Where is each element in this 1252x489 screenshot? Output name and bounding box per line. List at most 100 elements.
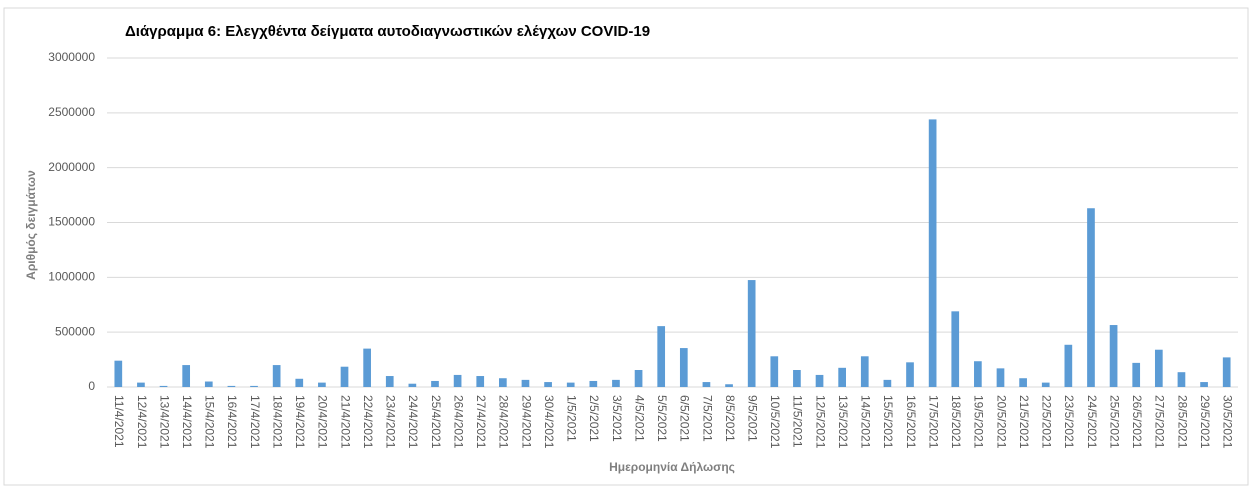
- bar: [227, 385, 236, 387]
- bar: [679, 348, 688, 387]
- bar: [318, 382, 326, 387]
- y-tick-label: 3000000: [48, 50, 95, 64]
- x-tick-label: 28/4/2021: [497, 395, 511, 449]
- bar: [1132, 362, 1141, 387]
- y-tick-label: 2500000: [48, 105, 95, 119]
- x-tick-label: 9/5/2021: [745, 395, 759, 442]
- bar: [793, 370, 801, 387]
- bar: [159, 385, 168, 387]
- bar: [476, 376, 485, 387]
- x-tick-label: 19/4/2021: [293, 395, 307, 449]
- bar: [204, 381, 213, 387]
- y-tick-label: 500000: [55, 324, 95, 338]
- y-tick-label: 1500000: [48, 215, 95, 229]
- bar: [1177, 372, 1186, 387]
- bar: [589, 380, 598, 387]
- x-tick-label: 16/5/2021: [904, 395, 918, 449]
- bar: [883, 379, 892, 387]
- bar: [974, 361, 982, 387]
- x-tick-label: 2/5/2021: [587, 395, 601, 442]
- x-tick-label: 11/5/2021: [791, 395, 805, 448]
- bar: [182, 365, 191, 387]
- x-tick-label: 27/5/2021: [1153, 395, 1167, 449]
- y-tick-label: 0: [88, 379, 95, 393]
- bar: [1019, 378, 1027, 387]
- x-tick-label: 26/4/2021: [451, 395, 465, 449]
- bar: [431, 380, 439, 387]
- x-tick-label: 5/5/2021: [655, 395, 669, 442]
- bar: [860, 356, 869, 387]
- x-tick-label: 13/4/2021: [157, 395, 171, 449]
- bar: [996, 368, 1005, 387]
- bar: [453, 374, 462, 387]
- bar: [1200, 382, 1208, 387]
- bar: [408, 383, 417, 387]
- x-tick-label: 12/5/2021: [813, 395, 827, 449]
- bar: [1087, 208, 1095, 387]
- x-tick-label: 14/5/2021: [859, 395, 873, 449]
- x-tick-label: 28/5/2021: [1175, 395, 1189, 449]
- bar: [1109, 325, 1118, 387]
- y-tick-label: 2000000: [48, 160, 95, 174]
- bar: [1064, 344, 1073, 387]
- bar: [272, 365, 281, 387]
- bar: [363, 348, 371, 387]
- bar: [340, 366, 349, 387]
- bar: [634, 370, 643, 387]
- x-tick-label: 26/5/2021: [1130, 395, 1144, 449]
- x-tick-label: 11/4/2021: [112, 395, 126, 448]
- x-tick-label: 3/5/2021: [610, 395, 624, 442]
- x-tick-label: 15/5/2021: [881, 395, 895, 449]
- bar: [1041, 382, 1050, 387]
- bar: [725, 384, 733, 387]
- x-tick-label: 22/5/2021: [1040, 395, 1054, 449]
- x-tick-label: 17/5/2021: [926, 395, 940, 449]
- x-tick-label: 21/5/2021: [1017, 395, 1031, 449]
- x-tick-label: 27/4/2021: [474, 395, 488, 449]
- bar: [1154, 349, 1163, 387]
- bar: [838, 367, 846, 387]
- x-tick-label: 6/5/2021: [678, 395, 692, 442]
- x-tick-label: 20/5/2021: [994, 395, 1008, 449]
- x-tick-label: 1/5/2021: [565, 395, 579, 442]
- x-tick-label: 20/4/2021: [316, 395, 330, 449]
- x-tick-label: 14/4/2021: [180, 395, 194, 449]
- x-tick-label: 18/5/2021: [949, 395, 963, 449]
- chart-frame: [3, 7, 1249, 486]
- x-tick-label: 29/5/2021: [1198, 395, 1212, 449]
- x-tick-label: 10/5/2021: [768, 395, 782, 449]
- x-tick-label: 12/4/2021: [135, 395, 149, 449]
- x-tick-label: 30/4/2021: [542, 395, 556, 449]
- x-tick-label: 25/5/2021: [1107, 395, 1121, 449]
- bar: [114, 360, 123, 387]
- x-axis-title: Ημερομηνία Δήλωσης: [609, 460, 735, 474]
- bar: [815, 374, 824, 387]
- x-tick-label: 21/4/2021: [338, 395, 352, 449]
- x-tick-label: 30/5/2021: [1221, 395, 1235, 449]
- bar: [747, 280, 756, 387]
- bar: [385, 376, 394, 387]
- y-tick-label: 1000000: [48, 270, 95, 284]
- x-tick-label: 22/4/2021: [361, 395, 375, 449]
- y-axis-title: Αριθμός δειγμάτων: [24, 170, 38, 280]
- x-tick-label: 23/5/2021: [1062, 395, 1076, 449]
- x-tick-label: 13/5/2021: [836, 395, 850, 449]
- x-tick-label: 15/4/2021: [203, 395, 217, 449]
- x-tick-label: 18/4/2021: [270, 395, 284, 449]
- bar: [137, 382, 145, 387]
- x-tick-label: 19/5/2021: [972, 395, 986, 449]
- x-tick-label: 24/4/2021: [406, 395, 420, 449]
- chart-title: Διάγραμμα 6: Ελεγχθέντα δείγματα αυτοδια…: [125, 23, 650, 40]
- bar: [770, 356, 779, 387]
- bar: [951, 311, 960, 387]
- x-tick-label: 24/5/2021: [1085, 395, 1099, 449]
- bar: [295, 378, 304, 387]
- x-tick-label: 17/4/2021: [248, 395, 262, 449]
- x-tick-label: 8/5/2021: [723, 395, 737, 442]
- bar: [928, 119, 937, 387]
- bar: [612, 379, 620, 387]
- x-tick-label: 23/4/2021: [384, 395, 398, 449]
- bar: [566, 382, 575, 387]
- x-tick-label: 7/5/2021: [700, 395, 714, 442]
